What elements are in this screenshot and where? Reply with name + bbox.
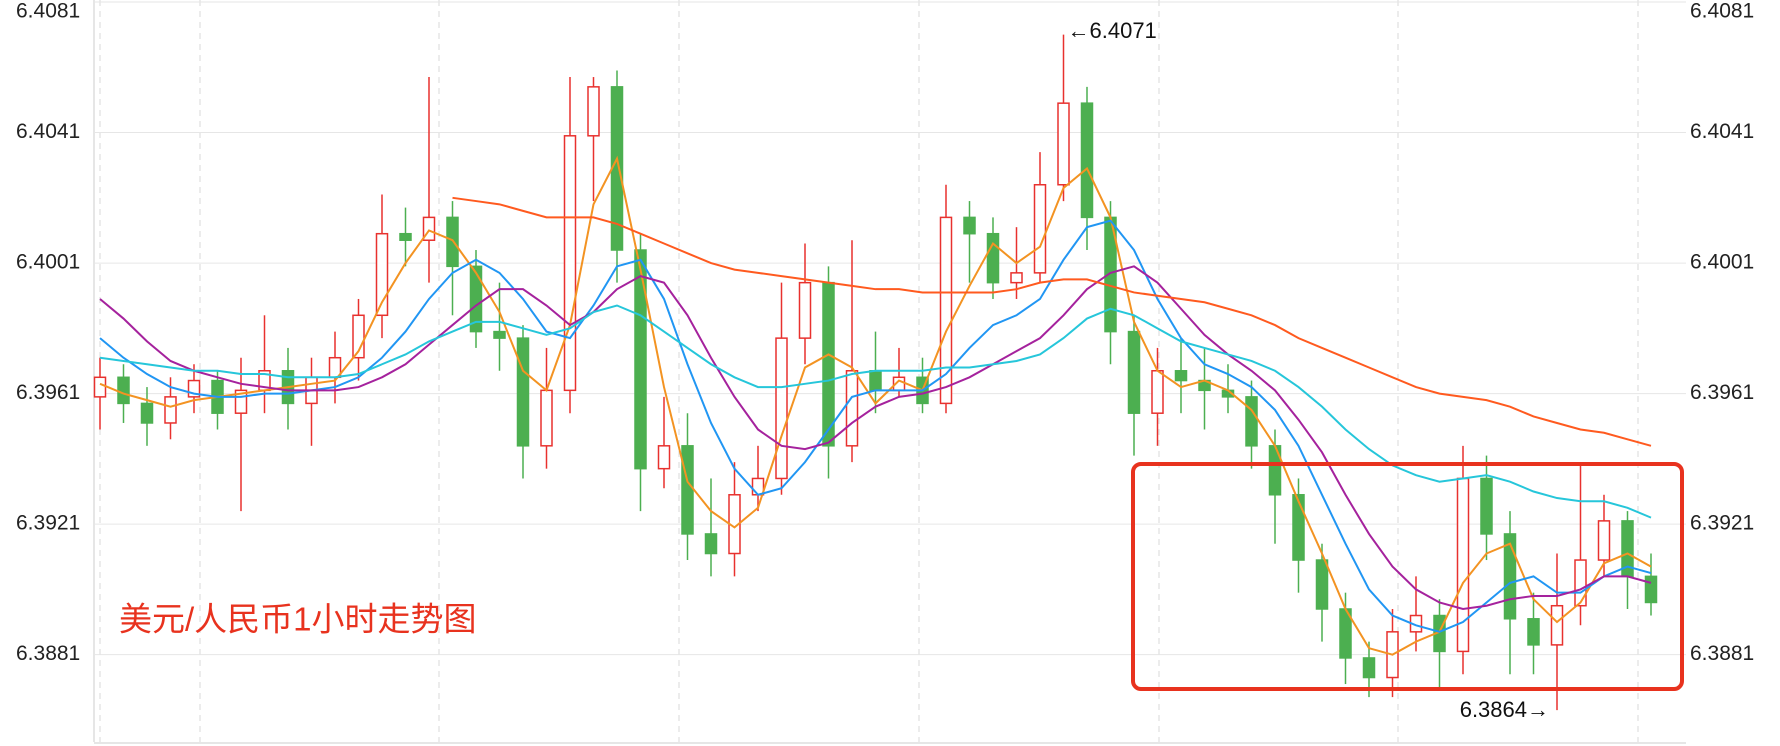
candle-body bbox=[1010, 272, 1023, 284]
candle-body bbox=[1527, 618, 1540, 646]
candle-body bbox=[845, 370, 859, 447]
candle-body bbox=[1315, 559, 1329, 610]
candle-body bbox=[93, 376, 107, 398]
candle-body bbox=[1456, 477, 1470, 653]
highlight-box bbox=[1131, 462, 1684, 691]
moving-average-line bbox=[99, 155, 1652, 656]
moving-average-line bbox=[99, 219, 1652, 633]
candle-body bbox=[1574, 559, 1587, 607]
y2-tick-label: 6.4001 bbox=[1690, 251, 1754, 274]
candle-body bbox=[1597, 520, 1611, 561]
moving-average-line bbox=[452, 196, 1652, 447]
candle-body bbox=[352, 314, 365, 359]
candle-body bbox=[1033, 184, 1047, 274]
candle-body bbox=[681, 445, 694, 535]
high-annotation: ←6.4071 bbox=[1068, 18, 1157, 43]
candle-body bbox=[187, 379, 201, 398]
candle-body bbox=[1292, 494, 1305, 561]
candle-body bbox=[493, 330, 506, 339]
candle-body bbox=[422, 216, 436, 241]
candle-body bbox=[657, 445, 671, 470]
candle-body bbox=[375, 232, 389, 317]
chart-title: 美元/人民币1小时走势图 bbox=[119, 601, 477, 638]
candle-body bbox=[869, 370, 882, 392]
candle-body bbox=[1151, 370, 1164, 414]
candle-body bbox=[234, 389, 248, 414]
candle-body bbox=[563, 135, 577, 392]
candle-body bbox=[1057, 102, 1070, 186]
y2-tick-label: 6.3881 bbox=[1690, 642, 1754, 665]
candle-body bbox=[1245, 396, 1258, 447]
candle-body bbox=[1480, 477, 1493, 535]
candle-body bbox=[751, 477, 765, 496]
candle-body bbox=[1127, 330, 1141, 414]
y2-tick-label: 6.3961 bbox=[1690, 381, 1754, 404]
y-tick-label: 6.3921 bbox=[16, 512, 80, 535]
y2-tick-label: 6.4081 bbox=[1690, 0, 1754, 23]
candle-body bbox=[516, 337, 530, 447]
candle-body bbox=[1644, 575, 1658, 604]
candle-body bbox=[1503, 533, 1517, 620]
y-tick-label: 6.4081 bbox=[16, 0, 80, 23]
candle-body bbox=[704, 533, 718, 555]
candle-body bbox=[986, 232, 1000, 284]
y2-tick-label: 6.3921 bbox=[1690, 512, 1754, 535]
moving-average-line bbox=[99, 265, 1652, 611]
candle-body bbox=[1080, 102, 1094, 219]
candle-body bbox=[822, 281, 835, 447]
y-tick-label: 6.3881 bbox=[16, 642, 80, 665]
candle-body bbox=[469, 265, 483, 333]
y-tick-label: 6.3961 bbox=[16, 381, 80, 404]
candle-body bbox=[775, 337, 788, 480]
candle-body bbox=[164, 396, 177, 424]
y-tick-label: 6.4001 bbox=[16, 251, 80, 274]
candle-body bbox=[540, 389, 553, 447]
y-tick-label: 6.4041 bbox=[16, 120, 80, 143]
y2-tick-label: 6.4041 bbox=[1690, 120, 1754, 143]
candle-body bbox=[634, 249, 647, 470]
low-annotation: 6.3864→ bbox=[1460, 697, 1549, 722]
candle-body bbox=[117, 376, 130, 405]
candle-body bbox=[587, 86, 600, 137]
candle-body bbox=[798, 281, 812, 339]
candle-body bbox=[939, 216, 953, 405]
candle-body bbox=[140, 402, 154, 424]
candle-body bbox=[1362, 657, 1376, 679]
candle-body bbox=[1174, 370, 1188, 382]
candle-body bbox=[963, 216, 976, 235]
candle-body bbox=[1550, 604, 1564, 646]
candle-body bbox=[399, 232, 412, 241]
